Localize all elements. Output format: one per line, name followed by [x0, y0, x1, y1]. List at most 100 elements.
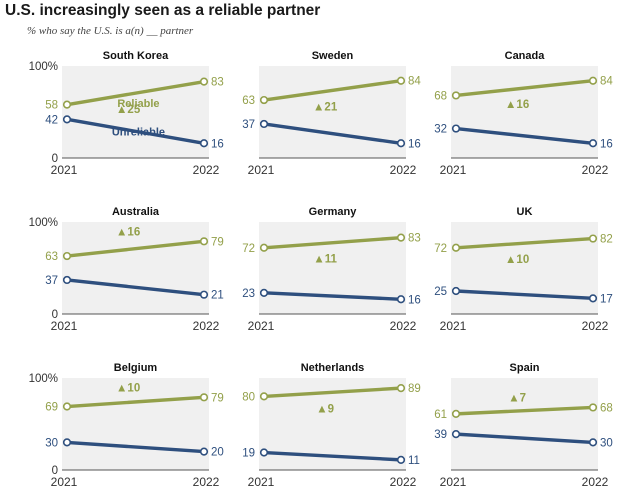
unreliable-point-2022: [199, 290, 209, 299]
panel-background-south-korea: [62, 66, 209, 158]
panel-title-spain: Spain: [510, 362, 540, 374]
reliable-label-2021: 68: [434, 90, 447, 102]
panel-title-australia: Australia: [112, 206, 160, 218]
unreliable-line-spain: [454, 432, 595, 445]
change-label-uk: ▲10: [505, 254, 529, 266]
series-label-reliable: Reliable: [117, 98, 159, 110]
unreliable-label-2022: 16: [408, 138, 421, 150]
unreliable-label-2021: 37: [242, 119, 255, 131]
unreliable-point-2021: [451, 124, 461, 133]
x-tick-label: 2021: [440, 319, 467, 333]
panel-background-australia: [62, 222, 209, 314]
unreliable-point-2022: [396, 139, 406, 148]
unreliable-label-2021: 32: [434, 124, 447, 136]
x-tick-label: 2022: [390, 475, 417, 489]
x-tick-label: 2021: [248, 163, 275, 177]
reliable-label-2021: 61: [434, 409, 447, 421]
x-tick-label: 2022: [582, 163, 609, 177]
unreliable-point-2021: [451, 286, 461, 296]
unreliable-label-2022: 20: [211, 447, 224, 459]
reliable-point-2021: [451, 409, 461, 418]
panel-title-canada: Canada: [505, 50, 546, 62]
reliable-point-2022: [588, 76, 598, 85]
unreliable-point-2021: [62, 438, 72, 447]
unreliable-line-australia: [65, 278, 206, 297]
unreliable-line-south-korea: [65, 117, 206, 145]
unreliable-point-2022: [588, 139, 598, 148]
unreliable-label-2022: 21: [211, 290, 224, 302]
reliable-label-2022: 83: [211, 77, 224, 89]
reliable-label-2021: 58: [45, 100, 58, 112]
reliable-line-netherlands: [262, 386, 403, 399]
reliable-line-south-korea: [65, 79, 206, 107]
change-label-spain: ▲7: [508, 392, 526, 404]
reliable-point-2022: [588, 234, 598, 243]
reliable-point-2021: [62, 100, 72, 109]
x-tick-label: 2022: [390, 163, 417, 177]
reliable-point-2022: [396, 384, 406, 393]
reliable-point-2022: [396, 233, 406, 242]
reliable-point-2022: [199, 237, 209, 246]
unreliable-point-2021: [259, 119, 269, 129]
x-tick-label: 2021: [51, 319, 78, 333]
x-tick-label: 2022: [193, 475, 220, 489]
unreliable-line-canada: [454, 126, 595, 145]
unreliable-point-2021: [451, 430, 461, 439]
change-label-australia: ▲16: [116, 226, 140, 238]
panel-title-netherlands: Netherlands: [301, 362, 365, 374]
x-tick-label: 2022: [193, 163, 220, 177]
reliable-point-2022: [199, 393, 209, 402]
change-label-canada: ▲16: [505, 99, 529, 111]
reliable-label-2022: 83: [408, 233, 421, 245]
unreliable-label-2022: 16: [600, 138, 613, 150]
reliable-label-2021: 63: [242, 95, 255, 107]
x-tick-label: 2022: [390, 319, 417, 333]
x-tick-label: 2022: [193, 319, 220, 333]
reliable-point-2021: [259, 392, 269, 401]
reliable-point-2021: [62, 251, 72, 261]
reliable-label-2021: 72: [434, 243, 447, 255]
unreliable-line-belgium: [65, 440, 206, 454]
panel-background-germany: [259, 222, 406, 314]
x-tick-label: 2021: [248, 475, 275, 489]
reliable-label-2021: 72: [242, 243, 255, 255]
unreliable-point-2021: [259, 288, 269, 297]
x-tick-label: 2021: [248, 319, 275, 333]
reliable-line-australia: [65, 239, 206, 258]
y-tick-label: 100%: [29, 61, 58, 73]
y-tick-label: 0: [52, 465, 58, 477]
panel-title-germany: Germany: [309, 206, 358, 218]
unreliable-label-2021: 42: [45, 114, 58, 126]
change-label-belgium: ▲10: [116, 382, 140, 394]
x-tick-label: 2022: [582, 475, 609, 489]
unreliable-label-2022: 16: [408, 294, 421, 306]
reliable-label-2022: 84: [600, 76, 613, 88]
series-label-unreliable: Unreliable: [112, 126, 165, 138]
x-tick-label: 2021: [440, 163, 467, 177]
reliable-point-2021: [451, 243, 461, 252]
y-tick-label: 100%: [29, 217, 58, 229]
unreliable-label-2021: 23: [242, 288, 255, 300]
unreliable-line-uk: [454, 289, 595, 301]
x-tick-label: 2021: [440, 475, 467, 489]
x-tick-label: 2022: [582, 319, 609, 333]
panel-title-uk: UK: [517, 206, 533, 218]
reliable-point-2022: [199, 77, 209, 86]
x-tick-label: 2021: [51, 475, 78, 489]
unreliable-label-2022: 11: [408, 455, 420, 467]
unreliable-point-2021: [62, 115, 72, 124]
unreliable-label-2021: 25: [434, 286, 447, 298]
unreliable-label-2022: 17: [600, 293, 613, 305]
unreliable-label-2021: 37: [45, 275, 58, 287]
reliable-label-2022: 89: [408, 383, 421, 395]
reliable-label-2021: 63: [45, 251, 58, 263]
y-tick-label: 0: [52, 153, 58, 165]
unreliable-point-2022: [396, 455, 406, 464]
reliable-line-belgium: [65, 395, 206, 409]
reliable-point-2022: [396, 76, 406, 85]
reliable-point-2022: [588, 403, 598, 412]
panel-background-uk: [451, 222, 598, 314]
y-tick-label: 0: [52, 309, 58, 321]
panel-background-canada: [451, 66, 598, 158]
